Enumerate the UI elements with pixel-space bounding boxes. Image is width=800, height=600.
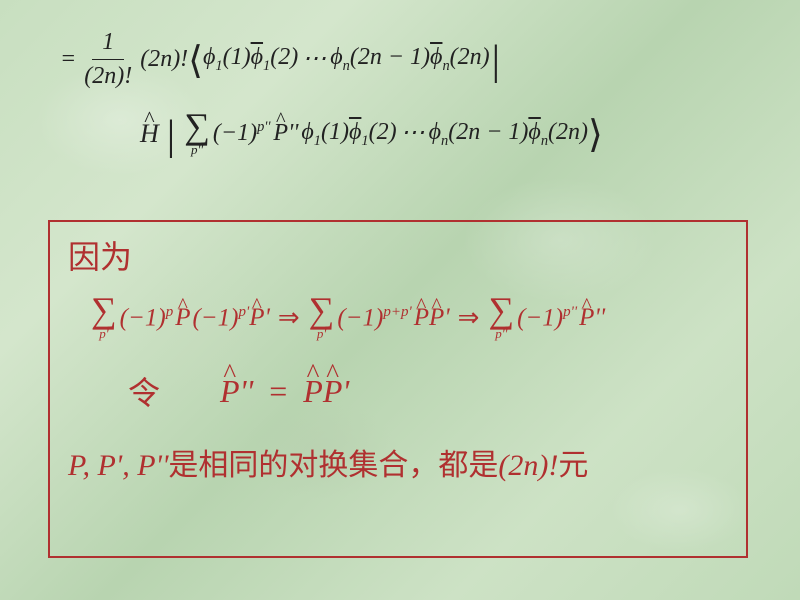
bra: ⟨ <box>188 39 203 85</box>
implication-line: ∑ p' (−1)p P (−1)p' P' ⇒ ∑ p' (−1)p+p' P… <box>88 294 728 342</box>
top-equation-block: = 1 (2n)! (2n)! ⟨ ϕ1(1) ϕ1(2) ⋯ ϕn(2n − … <box>60 28 770 159</box>
arrow-1: ⇒ <box>278 303 300 333</box>
sum-p2: ∑ p'' <box>184 110 210 158</box>
m1-p2: (−1)p'' <box>517 304 577 332</box>
phin-2nm1: ϕn(2n − 1) <box>330 43 430 75</box>
two-n-fact: (2n)! <box>498 449 558 483</box>
sum3: ∑ p'' <box>488 294 514 342</box>
sum2: ∑ p' <box>309 294 335 342</box>
P2-eq-PP: P'' = PP' <box>220 373 349 410</box>
phi1bar-2: ϕ1(2) <box>251 43 299 75</box>
ling-label: 令 <box>128 368 160 414</box>
Phat-1: P <box>175 304 190 332</box>
frac-den: (2n)! <box>80 60 136 91</box>
m1-ppp: (−1)p+p' <box>337 304 411 332</box>
phi1-1b: ϕ1(1) <box>301 118 349 150</box>
heading-because: 因为 <box>68 232 728 278</box>
arrow-2: ⇒ <box>458 303 480 333</box>
mid-bar-2: | <box>167 111 175 161</box>
text-same-set: 是相同的对换集合，都是 <box>168 440 498 484</box>
m1-pprime: (−1)p' <box>192 304 249 332</box>
m1-p: (−1)p <box>120 304 174 332</box>
mid-bar-1: | <box>492 36 500 86</box>
minus1-p2: (−1)p'' <box>213 119 271 148</box>
Phat-Phat-prime: PP' <box>414 304 450 332</box>
ket: ⟩ <box>588 113 603 159</box>
fraction: 1 (2n)! <box>80 28 136 91</box>
cdots-b: ⋯ <box>401 119 425 148</box>
PPP-list: P, P', P'' <box>68 449 168 483</box>
equals-sign: = <box>60 45 76 74</box>
eq-line-2: H | ∑ p'' (−1)p'' P'' ϕ1(1) ϕ1(2) ⋯ ϕn(2… <box>140 109 770 159</box>
factor-2n-fact: (2n)! <box>140 45 188 74</box>
cdots: ⋯ <box>302 45 326 74</box>
explanation-box: 因为 ∑ p' (−1)p P (−1)p' P' ⇒ ∑ p' (−1)p+p… <box>48 220 748 558</box>
phinbar-2n: ϕn(2n) <box>430 43 490 75</box>
H-hat: H <box>140 118 159 149</box>
Phat-2: P'' <box>579 304 605 332</box>
phinbar-2nb: ϕn(2n) <box>528 118 588 150</box>
sum1: ∑ p' <box>91 294 117 342</box>
phi1bar-2b: ϕ1(2) <box>349 118 397 150</box>
Phat-prime: P' <box>249 304 270 332</box>
frac-num: 1 <box>92 28 124 60</box>
conclusion-line: P, P', P'' 是相同的对换集合，都是 (2n)! 元 <box>68 440 728 484</box>
Phat-2prime: P'' <box>273 119 298 148</box>
phin-2nm1b: ϕn(2n − 1) <box>429 118 529 150</box>
text-yuan: 元 <box>558 440 588 484</box>
phi1-1: ϕ1(1) <box>203 43 251 75</box>
definition-line: 令 P'' = PP' <box>128 368 728 414</box>
eq-line-1: = 1 (2n)! (2n)! ⟨ ϕ1(1) ϕ1(2) ⋯ ϕn(2n − … <box>60 28 770 91</box>
